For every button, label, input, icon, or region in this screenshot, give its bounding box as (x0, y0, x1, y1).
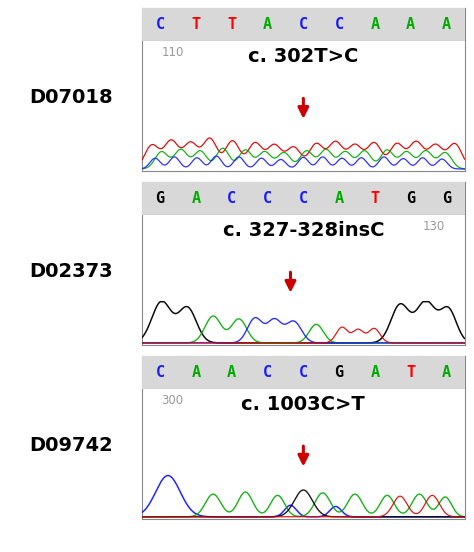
Text: D02373: D02373 (29, 262, 113, 281)
Text: C: C (299, 191, 308, 206)
Text: G: G (442, 191, 451, 206)
Text: A: A (191, 365, 201, 380)
Text: G: G (155, 191, 164, 206)
Text: C: C (299, 365, 308, 380)
Text: A: A (335, 191, 344, 206)
Text: A: A (191, 191, 201, 206)
Text: C: C (227, 191, 237, 206)
Text: c. 327-328insC: c. 327-328insC (223, 221, 384, 240)
Text: T: T (370, 191, 380, 206)
Text: 110: 110 (162, 46, 184, 59)
Text: 300: 300 (162, 394, 183, 407)
Text: A: A (370, 365, 380, 380)
Text: A: A (227, 365, 237, 380)
Text: D07018: D07018 (29, 88, 113, 107)
Text: G: G (406, 191, 415, 206)
Text: T: T (406, 365, 415, 380)
Text: C: C (335, 17, 344, 32)
Text: 130: 130 (423, 220, 445, 233)
Text: A: A (406, 17, 415, 32)
Text: T: T (227, 17, 237, 32)
Text: C: C (263, 191, 272, 206)
Text: A: A (442, 365, 451, 380)
Text: C: C (155, 365, 164, 380)
Text: A: A (263, 17, 272, 32)
Text: T: T (191, 17, 201, 32)
Text: A: A (442, 17, 451, 32)
Text: c. 302T>C: c. 302T>C (248, 47, 358, 66)
Text: G: G (335, 365, 344, 380)
Text: C: C (155, 17, 164, 32)
Text: c. 1003C>T: c. 1003C>T (241, 395, 365, 414)
Text: D09742: D09742 (29, 436, 113, 455)
Text: C: C (263, 365, 272, 380)
Text: A: A (370, 17, 380, 32)
Text: C: C (299, 17, 308, 32)
